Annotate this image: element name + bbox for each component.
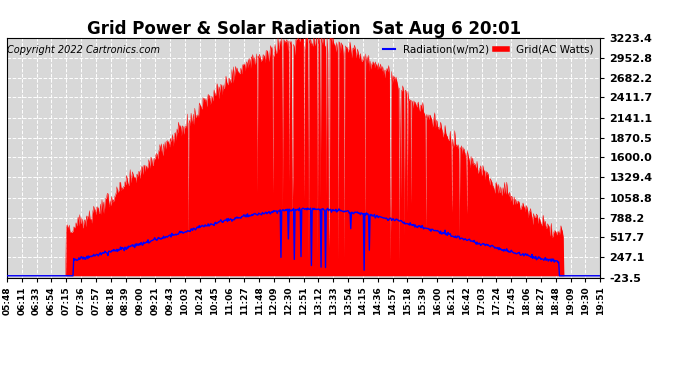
Legend: Radiation(w/m2), Grid(AC Watts): Radiation(w/m2), Grid(AC Watts) <box>380 43 595 57</box>
Text: Copyright 2022 Cartronics.com: Copyright 2022 Cartronics.com <box>8 45 161 55</box>
Title: Grid Power & Solar Radiation  Sat Aug 6 20:01: Grid Power & Solar Radiation Sat Aug 6 2… <box>86 20 521 38</box>
